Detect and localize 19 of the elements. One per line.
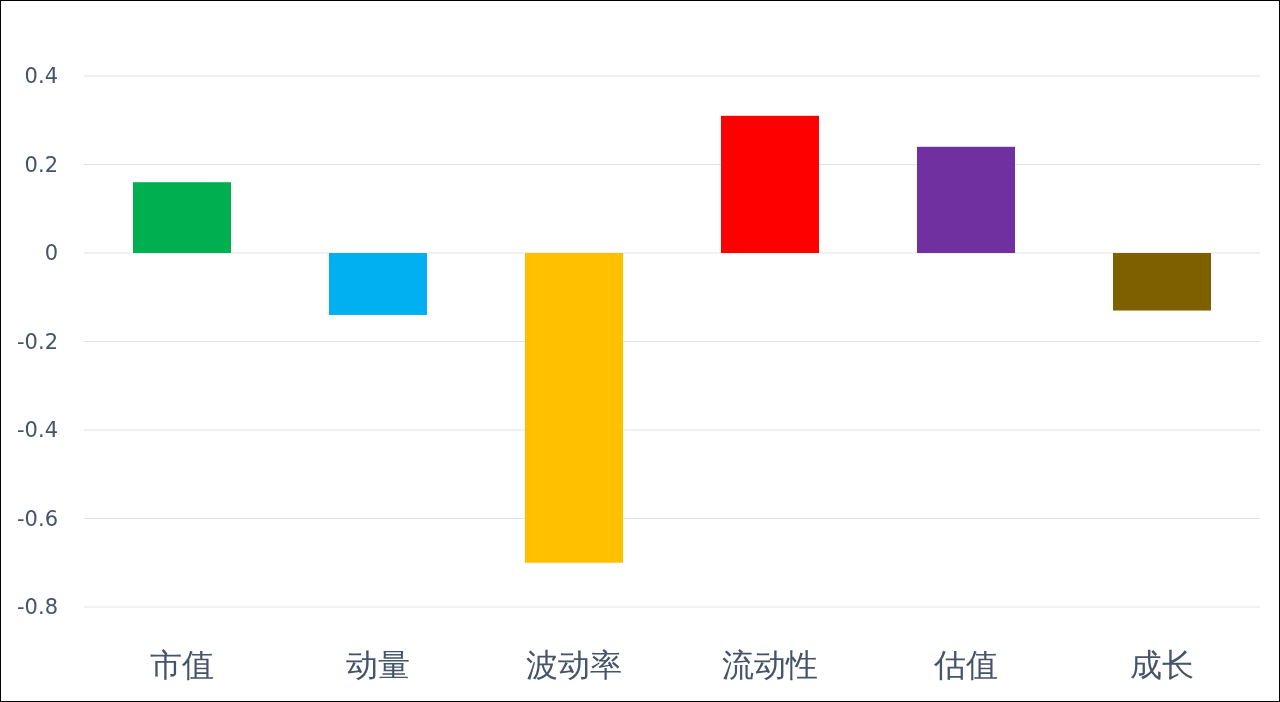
y-tick-label: 0.2	[24, 152, 58, 177]
bar	[721, 115, 819, 253]
x-tick-label: 成长	[1130, 646, 1194, 684]
x-tick-label: 波动率	[526, 646, 622, 684]
bar	[329, 253, 427, 315]
y-tick-label: -0.6	[17, 506, 58, 531]
x-tick-label: 估值	[933, 646, 998, 684]
y-tick-label: 0	[44, 241, 58, 266]
x-tick-label: 市值	[150, 646, 214, 684]
bar	[1113, 253, 1211, 311]
bar	[525, 253, 623, 563]
x-tick-label: 动量	[346, 646, 410, 684]
bar	[917, 146, 1015, 253]
y-tick-label: -0.4	[17, 418, 58, 443]
y-tick-label: -0.2	[17, 329, 58, 354]
y-tick-label: -0.8	[17, 595, 58, 620]
bar	[133, 182, 231, 253]
y-tick-label: 0.4	[24, 64, 58, 89]
x-tick-label: 流动性	[722, 646, 818, 684]
